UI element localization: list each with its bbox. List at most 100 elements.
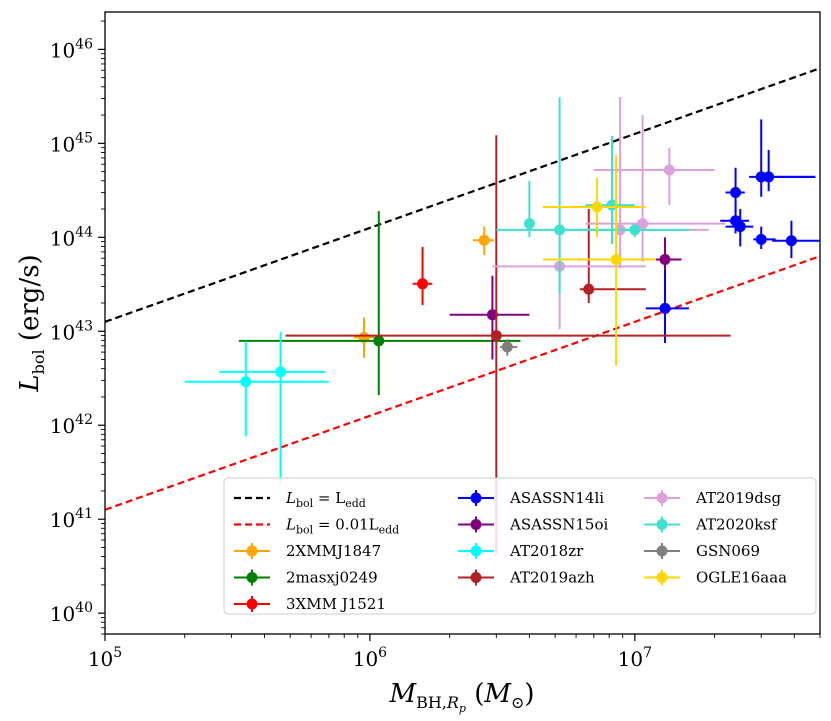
legend-entry: 3XMM J1521 <box>234 595 386 613</box>
legend-marker <box>246 545 258 557</box>
point-2masxj0249-0 <box>238 211 521 395</box>
point-asassn14li-6 <box>761 149 816 192</box>
data-marker <box>637 218 649 230</box>
legend-entry: AT2019azh <box>458 569 595 587</box>
legend-entry: ASASSN14li <box>458 489 604 507</box>
point-2xmmj1847-1 <box>473 226 495 255</box>
point-ogle16aaa-0 <box>542 177 646 238</box>
legend-entry: AT2018zr <box>458 542 584 560</box>
point-asassn14li-5 <box>753 226 776 250</box>
legend-entry: AT2020ksf <box>644 516 778 534</box>
x-tick-label: 107 <box>618 645 652 671</box>
legend-marker <box>656 545 668 557</box>
y-tick-label: 1041 <box>50 506 93 532</box>
point-at2019dsg-3 <box>593 147 715 206</box>
legend-marker <box>470 492 482 504</box>
legend-label: AT2018zr <box>509 542 584 560</box>
y-tick-label: 1042 <box>50 412 93 438</box>
legend-entry: 2masxj0249 <box>234 569 378 587</box>
legend-entry: OGLE16aaa <box>644 569 787 587</box>
data-marker <box>659 302 671 314</box>
x-axis-title: MBH,Rp (M⊙) <box>388 679 534 715</box>
y-tick-label: 1045 <box>50 130 93 156</box>
legend-entry: AT2019dsg <box>644 489 781 507</box>
legend-label: 2XMMJ1847 <box>286 542 381 560</box>
reference-line-one-percent-eddington <box>105 255 820 511</box>
legend-label: Lbol = 0.01Ledd <box>285 516 399 537</box>
point-asassn15oi-1 <box>655 237 682 270</box>
point-gsn069-0 <box>500 339 518 356</box>
data-marker <box>275 366 287 378</box>
data-marker <box>490 330 502 342</box>
data-marker <box>629 224 641 236</box>
point-asassn14li-3 <box>725 209 754 247</box>
legend-marker <box>470 572 482 583</box>
data-marker <box>763 171 775 183</box>
legend: Lbol = Ledd Lbol = 0.01Ledd 2XMMJ1847 2masx… <box>223 477 817 615</box>
y-tick-label: 1040 <box>50 600 93 626</box>
legend-label: AT2019dsg <box>695 489 781 507</box>
legend-marker <box>470 519 482 530</box>
point-ogle16aaa-1 <box>542 155 656 366</box>
data-marker <box>373 335 385 347</box>
legend-marker <box>246 572 258 583</box>
point-at2020ksf-2 <box>585 135 635 244</box>
legend-entry: ASASSN15oi <box>458 516 608 534</box>
point-2xmmj1847-0 <box>353 317 375 358</box>
legend-label: 2masxj0249 <box>286 569 378 587</box>
point-at2019dsg-2 <box>585 115 726 262</box>
plot-frame <box>104 11 821 635</box>
point-at2018zr-1 <box>219 332 326 486</box>
point-asassn15oi-0 <box>449 275 530 360</box>
legend-marker <box>470 545 482 557</box>
legend-entry: Lbol = Ledd <box>234 489 366 510</box>
legend-entry: Lbol = 0.01Ledd <box>234 516 399 537</box>
legend-label: OGLE16aaa <box>696 569 787 587</box>
legend-entry: 2XMMJ1847 <box>234 542 381 560</box>
data-marker <box>478 234 490 246</box>
x-tick-label: 106 <box>353 645 387 671</box>
legend-box <box>223 477 817 615</box>
y-tick-label: 1046 <box>50 36 93 62</box>
data-marker <box>501 341 513 353</box>
plot-area <box>105 67 820 554</box>
data-marker <box>417 278 429 290</box>
legend-entry: GSN069 <box>644 542 760 560</box>
data-marker <box>240 376 252 388</box>
point-at2019dsg-1 <box>566 97 709 269</box>
data-marker <box>659 254 671 266</box>
legend-marker <box>656 492 668 504</box>
legend-label: AT2019azh <box>509 569 595 587</box>
legend-label: Lbol = Ledd <box>285 489 366 510</box>
x-tick-label: 105 <box>88 645 122 671</box>
legend-marker <box>246 598 258 610</box>
legend-label: 3XMM J1521 <box>286 595 386 613</box>
axis-ticks <box>98 20 821 641</box>
point-asassn14li-7 <box>772 220 820 259</box>
legend-label: GSN069 <box>696 542 760 560</box>
data-marker <box>554 224 566 236</box>
data-marker <box>663 164 675 176</box>
data-marker <box>591 201 603 213</box>
point-asassn14li-4 <box>749 119 816 197</box>
point-at2019azh-1 <box>579 209 646 303</box>
y-tick-label: 1043 <box>50 318 93 344</box>
data-marker <box>486 309 498 321</box>
legend-marker <box>656 519 668 530</box>
data-marker <box>734 221 746 233</box>
tick-labels: 105 106 107 1040 1041 1042 1043 1044 1045 1046 <box>50 36 652 671</box>
legend-marker <box>656 572 668 583</box>
legend-label: ASASSN14li <box>509 489 604 507</box>
data-marker <box>583 283 595 295</box>
legend-label: ASASSN15oi <box>509 516 608 534</box>
point-at2020ksf-0 <box>523 180 535 238</box>
data-marker <box>785 235 797 247</box>
y-axis-title: Lbol (erg/s) <box>15 254 48 392</box>
reference-line-eddington <box>105 67 820 323</box>
legend-label: AT2020ksf <box>695 516 778 534</box>
point-3xmm-j1521-0 <box>412 246 433 306</box>
data-marker <box>755 233 767 245</box>
y-tick-label: 1044 <box>50 224 93 250</box>
point-at2018zr-0 <box>184 341 329 437</box>
